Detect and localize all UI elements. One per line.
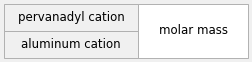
Text: pervanadyl cation: pervanadyl cation bbox=[18, 11, 124, 24]
Text: aluminum cation: aluminum cation bbox=[21, 38, 121, 51]
FancyBboxPatch shape bbox=[4, 31, 138, 58]
Text: molar mass: molar mass bbox=[159, 24, 228, 38]
FancyBboxPatch shape bbox=[4, 4, 138, 31]
FancyBboxPatch shape bbox=[138, 4, 248, 58]
